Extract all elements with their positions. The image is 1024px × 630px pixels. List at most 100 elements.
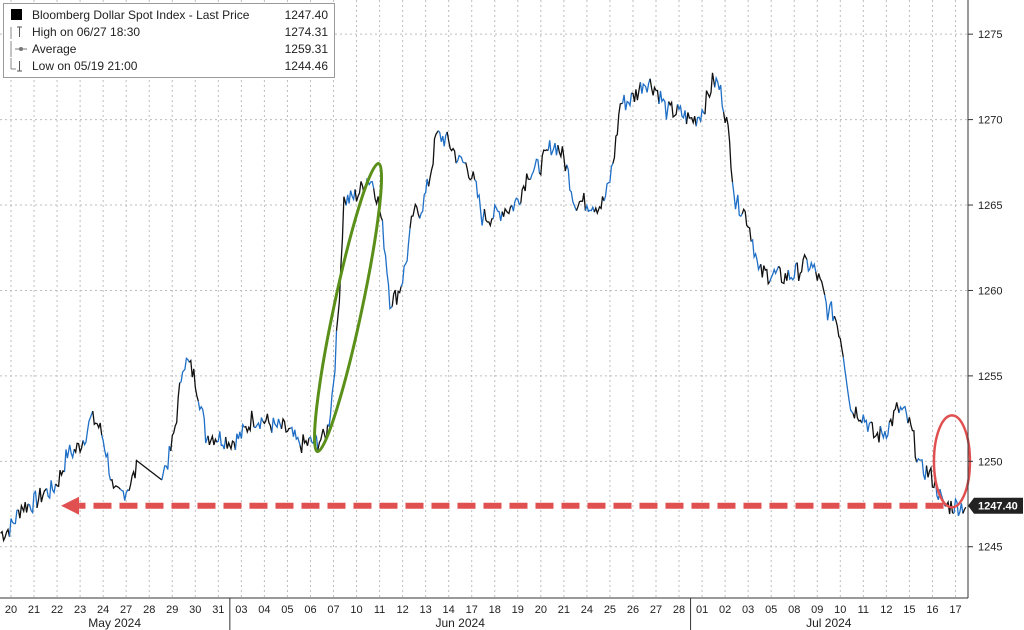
y-tick-label: 1275 — [978, 29, 1002, 41]
series-line-segment — [806, 259, 817, 273]
series-line-segment — [299, 434, 310, 454]
series-line-segment — [953, 496, 964, 517]
x-tick-label: 12 — [396, 604, 408, 616]
series-line-segment — [815, 271, 826, 296]
series-line-segment — [631, 82, 642, 103]
series-line-segment — [373, 188, 384, 221]
legend-row-average: Average 1259.31 — [8, 41, 328, 57]
series-line-segment — [92, 410, 103, 436]
series-line-segment — [234, 422, 245, 450]
series-line-segment — [676, 104, 688, 125]
legend-high-value: 1274.31 — [284, 25, 328, 39]
series-line-segment — [474, 179, 486, 226]
y-tick-label: 1270 — [978, 115, 1002, 127]
last-price-tag — [968, 497, 1023, 514]
series-line-segment — [170, 382, 181, 452]
series-line-segment — [668, 100, 679, 119]
series-layer — [0, 72, 967, 543]
x-tick-label: 22 — [51, 604, 63, 616]
average-marker-icon — [8, 41, 28, 57]
series-line-segment — [511, 197, 522, 212]
series-line-segment — [225, 436, 237, 452]
x-tick-label: 20 — [535, 604, 547, 616]
series-line-segment — [787, 262, 798, 281]
series-line-segment — [695, 107, 706, 127]
series-line-segment — [73, 440, 84, 455]
series-line-segment — [639, 78, 651, 94]
green-ellipse-annotation — [312, 162, 384, 454]
x-tick-label: 13 — [420, 604, 432, 616]
x-tick-label: 27 — [650, 604, 662, 616]
series-line-segment — [796, 253, 808, 282]
series-line-segment — [188, 358, 199, 402]
series-line-segment — [962, 506, 967, 514]
chart-legend: Bloomberg Dollar Spot Index - Last Price… — [3, 3, 335, 78]
series-line-segment — [161, 445, 172, 481]
series-line-segment — [584, 203, 595, 213]
x-tick-label: 20 — [5, 604, 17, 616]
series-line-segment — [529, 158, 541, 180]
series-line-segment — [879, 422, 890, 441]
legend-title: Bloomberg Dollar Spot Index - Last Price — [32, 8, 250, 22]
x-tick-label: 25 — [604, 604, 616, 616]
series-line-segment — [916, 457, 928, 480]
series-line-segment — [391, 286, 402, 307]
y-tick-label: 1245 — [978, 542, 1002, 554]
series-line-segment — [345, 189, 356, 206]
series-line-segment — [381, 220, 393, 310]
x-tick-label: 24 — [581, 604, 593, 616]
x-tick-label: 14 — [443, 604, 455, 616]
series-line-segment — [870, 421, 882, 443]
series-line-segment — [520, 173, 531, 204]
series-line-segment — [110, 478, 121, 490]
series-line-segment — [593, 196, 605, 216]
series-line-segment — [575, 192, 587, 211]
series-line-segment — [335, 196, 347, 331]
month-label: Jul 2024 — [806, 616, 852, 630]
x-tick-label: 08 — [788, 604, 800, 616]
series-line-segment — [17, 501, 29, 519]
series-line-segment — [538, 149, 549, 177]
x-tick-label: 10 — [350, 604, 362, 616]
low-marker-icon — [8, 58, 28, 74]
x-tick-label: 17 — [466, 604, 478, 616]
x-tick-label: 27 — [120, 604, 132, 616]
series-line-segment — [741, 207, 752, 242]
series-line-segment — [501, 204, 513, 217]
legend-row-last-price: Bloomberg Dollar Spot Index - Last Price… — [8, 7, 328, 23]
series-line-segment — [888, 402, 900, 427]
x-tick-label: 26 — [627, 604, 639, 616]
x-tick-label: 03 — [235, 604, 247, 616]
series-line-segment — [714, 75, 725, 113]
series-line-segment — [216, 431, 227, 450]
series-line-segment — [327, 330, 338, 429]
series-line-segment — [483, 208, 494, 228]
last-price-tag-label: 1247.40 — [978, 501, 1018, 513]
series-line-segment — [280, 417, 291, 433]
x-tick-label: 28 — [673, 604, 685, 616]
series-line-segment — [557, 144, 568, 172]
series-line-segment — [778, 265, 789, 285]
series-line-segment — [547, 140, 559, 156]
series-line-segment — [55, 469, 65, 488]
legend-row-low: Low on 05/19 21:00 1244.46 — [8, 58, 328, 74]
x-tick-label: 01 — [696, 604, 708, 616]
series-line-segment — [400, 228, 411, 287]
high-marker-icon — [8, 24, 28, 40]
x-tick-label: 09 — [811, 604, 823, 616]
x-tick-label: 15 — [903, 604, 915, 616]
x-tick-label: 12 — [880, 604, 892, 616]
series-line-segment — [685, 112, 697, 127]
series-line-segment — [658, 90, 670, 120]
legend-low-label: Low on 05/19 21:00 — [32, 59, 138, 73]
series-line-segment — [446, 131, 457, 164]
legend-title-value: 1247.40 — [284, 8, 328, 22]
series-line-segment — [427, 130, 439, 187]
series-line-segment — [46, 480, 57, 500]
x-tick-label: 10 — [834, 604, 846, 616]
series-line-segment — [119, 488, 130, 501]
x-tick-label: 19 — [512, 604, 524, 616]
series-line-segment — [197, 401, 209, 444]
